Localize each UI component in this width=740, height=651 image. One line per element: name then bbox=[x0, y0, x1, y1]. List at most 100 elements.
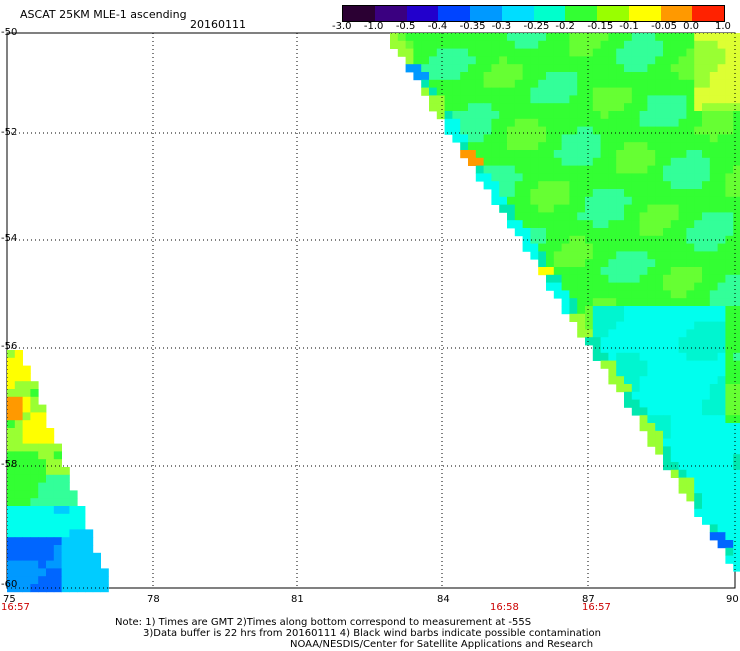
wind-cell bbox=[639, 33, 648, 42]
wind-cell bbox=[717, 399, 726, 408]
wind-cell bbox=[546, 87, 555, 96]
wind-cell bbox=[663, 290, 672, 299]
wind-cell bbox=[530, 235, 539, 244]
wind-cell bbox=[561, 189, 570, 198]
wind-cell bbox=[46, 490, 55, 499]
wind-cell bbox=[686, 298, 695, 307]
wind-cell bbox=[616, 181, 625, 190]
wind-cell bbox=[592, 337, 601, 346]
wind-cell bbox=[663, 111, 672, 120]
wind-cell bbox=[483, 64, 492, 73]
wind-cell bbox=[592, 72, 601, 81]
wind-cell bbox=[717, 501, 726, 510]
wind-cell bbox=[436, 103, 445, 112]
wind-cell bbox=[702, 157, 711, 166]
wind-cell bbox=[592, 173, 601, 182]
wind-cell bbox=[639, 204, 648, 213]
wind-cell bbox=[678, 220, 687, 229]
wind-cell bbox=[694, 212, 703, 221]
wind-cell bbox=[616, 259, 625, 268]
wind-cell bbox=[709, 337, 718, 346]
wind-cell bbox=[686, 173, 695, 182]
wind-cell bbox=[655, 204, 664, 213]
wind-cell bbox=[507, 95, 516, 104]
wind-cell bbox=[553, 126, 562, 135]
wind-cell bbox=[655, 95, 664, 104]
wind-cell bbox=[686, 360, 695, 369]
wind-cell bbox=[553, 72, 562, 81]
wind-cell bbox=[709, 228, 718, 237]
wind-cell bbox=[631, 384, 640, 393]
wind-cell bbox=[46, 584, 55, 593]
wind-cell bbox=[538, 72, 547, 81]
wind-cell bbox=[670, 446, 679, 455]
wind-cell bbox=[733, 501, 740, 510]
wind-cell bbox=[725, 516, 734, 525]
wind-cell bbox=[30, 396, 39, 405]
wind-cell bbox=[468, 111, 477, 120]
wind-cell bbox=[655, 321, 664, 330]
wind-cell bbox=[38, 420, 47, 429]
wind-cell bbox=[483, 72, 492, 81]
wind-cell bbox=[639, 165, 648, 174]
wind-cell bbox=[678, 181, 687, 190]
wind-cell bbox=[733, 508, 740, 517]
colorbar-label: -0.2 bbox=[555, 21, 575, 32]
wind-cell bbox=[522, 142, 531, 151]
wind-cell bbox=[694, 142, 703, 151]
lon-label: 81 bbox=[291, 594, 304, 605]
wind-cell bbox=[686, 150, 695, 159]
wind-cell bbox=[468, 48, 477, 57]
wind-cell bbox=[663, 228, 672, 237]
wind-cell bbox=[616, 150, 625, 159]
wind-cell bbox=[663, 376, 672, 385]
wind-cell bbox=[725, 454, 734, 463]
wind-cell bbox=[577, 157, 586, 166]
wind-cell bbox=[7, 474, 16, 483]
wind-cell bbox=[600, 126, 609, 135]
wind-cell bbox=[7, 513, 16, 522]
wind-cell bbox=[678, 165, 687, 174]
wind-cell bbox=[733, 329, 740, 338]
wind-cell bbox=[483, 165, 492, 174]
wind-cell bbox=[655, 290, 664, 299]
wind-cell bbox=[592, 235, 601, 244]
wind-cell bbox=[624, 251, 633, 260]
wind-cell bbox=[514, 56, 523, 65]
wind-cell bbox=[546, 196, 555, 205]
wind-cell bbox=[725, 134, 734, 143]
wind-cell bbox=[670, 157, 679, 166]
wind-cell bbox=[639, 157, 648, 166]
wind-cell bbox=[663, 313, 672, 322]
wind-cell bbox=[717, 352, 726, 361]
wind-cell bbox=[491, 72, 500, 81]
wind-cell bbox=[709, 72, 718, 81]
wind-cell bbox=[569, 103, 578, 112]
wind-cell bbox=[616, 142, 625, 151]
wind-cell bbox=[585, 228, 594, 237]
wind-cell bbox=[647, 313, 656, 322]
wind-cell bbox=[631, 391, 640, 400]
wind-cell bbox=[686, 64, 695, 73]
wind-cell bbox=[452, 48, 461, 57]
wind-cell bbox=[421, 79, 430, 88]
wind-cell bbox=[717, 251, 726, 260]
wind-cell bbox=[546, 48, 555, 57]
wind-cell bbox=[592, 181, 601, 190]
wind-cell bbox=[538, 259, 547, 268]
wind-cell bbox=[577, 79, 586, 88]
wind-cell bbox=[616, 298, 625, 307]
wind-cell bbox=[709, 196, 718, 205]
wind-cell bbox=[616, 360, 625, 369]
wind-cell bbox=[694, 111, 703, 120]
wind-cell bbox=[475, 134, 484, 143]
wind-cell bbox=[530, 87, 539, 96]
wind-cell bbox=[702, 352, 711, 361]
wind-cell bbox=[483, 40, 492, 49]
wind-cell bbox=[663, 173, 672, 182]
wind-cell bbox=[538, 196, 547, 205]
wind-cell bbox=[702, 181, 711, 190]
wind-cell bbox=[61, 467, 70, 476]
wind-cell bbox=[639, 368, 648, 377]
wind-cell bbox=[709, 103, 718, 112]
